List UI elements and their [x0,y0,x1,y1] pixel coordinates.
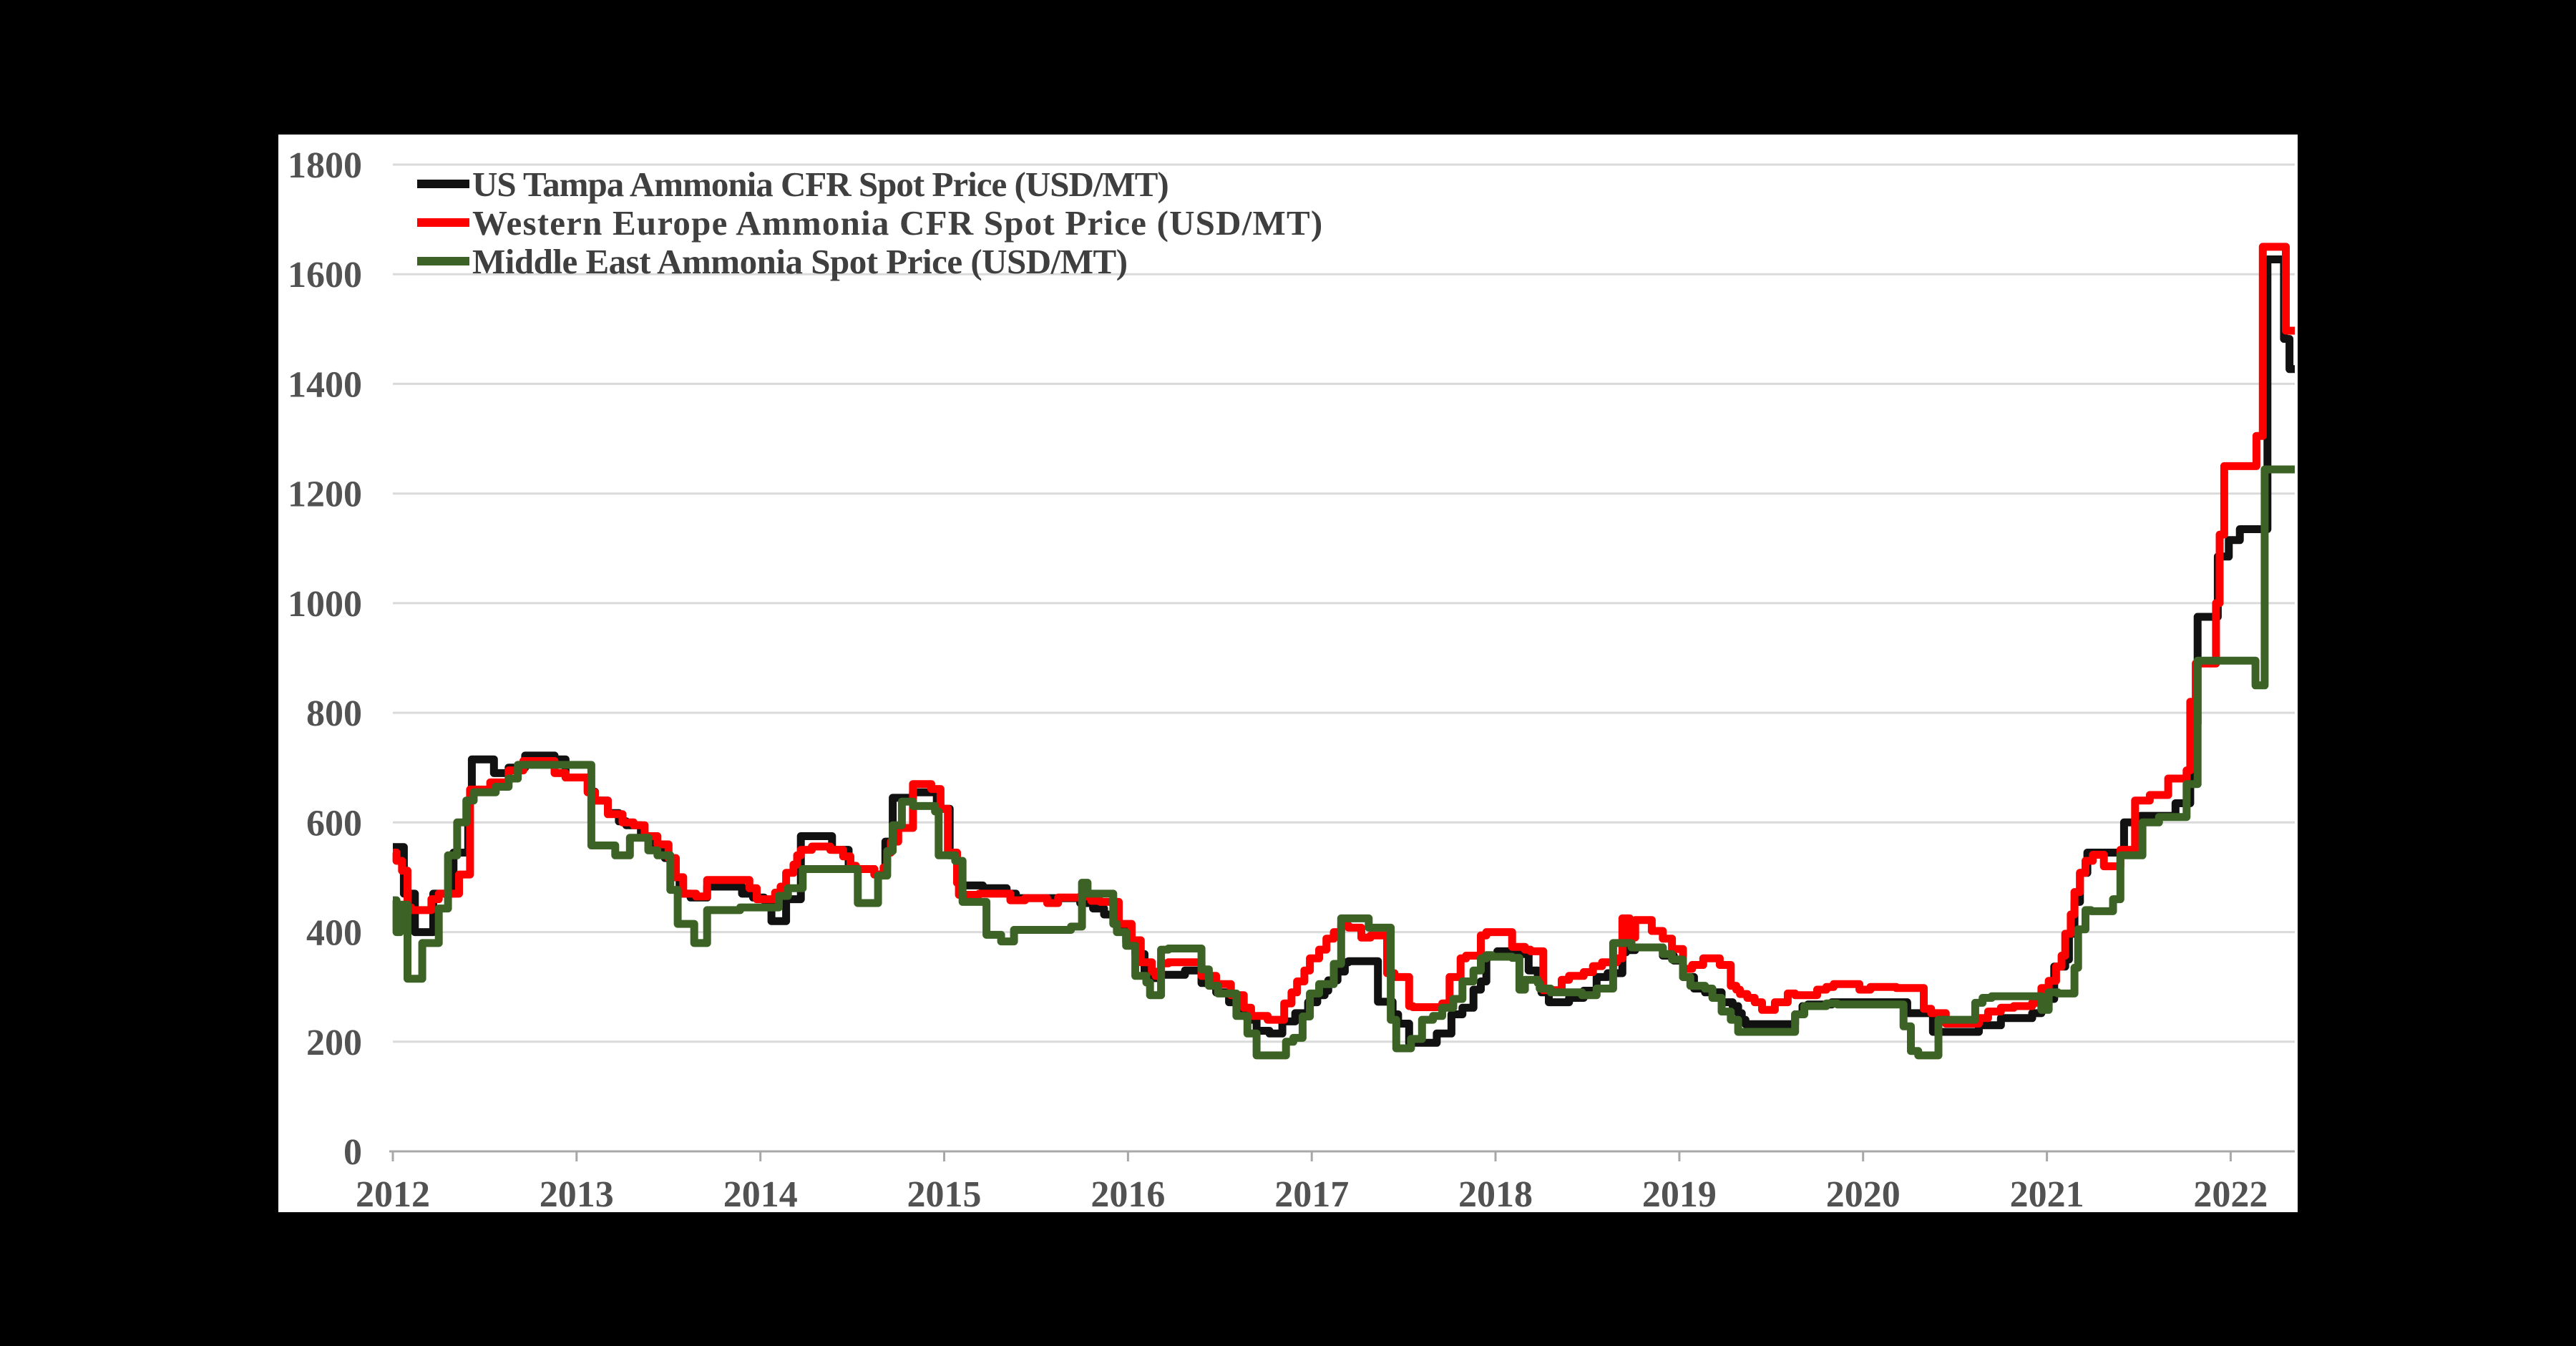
svg-text:2021: 2021 [2010,1174,2084,1215]
svg-text:0: 0 [343,1132,362,1173]
svg-text:600: 600 [306,803,362,844]
svg-text:2019: 2019 [1642,1174,1717,1215]
svg-text:2022: 2022 [2193,1174,2268,1215]
svg-text:1000: 1000 [288,584,362,625]
svg-text:2020: 2020 [1826,1174,1901,1215]
svg-text:1200: 1200 [288,474,362,515]
svg-text:2015: 2015 [907,1174,982,1215]
svg-text:2017: 2017 [1274,1174,1349,1215]
svg-text:US Tampa Ammonia CFR Spot Pric: US Tampa Ammonia CFR Spot Price (USD/MT) [472,165,1169,204]
svg-text:2012: 2012 [356,1174,430,1215]
svg-text:Middle East Ammonia Spot Price: Middle East Ammonia Spot Price (USD/MT) [472,242,1128,281]
svg-text:1600: 1600 [288,255,362,296]
svg-text:2013: 2013 [540,1174,614,1215]
svg-text:2018: 2018 [1458,1174,1533,1215]
svg-text:1400: 1400 [288,364,362,405]
svg-text:Western Europe Ammonia CFR Spo: Western Europe Ammonia CFR Spot Price (U… [472,203,1323,243]
svg-text:200: 200 [306,1023,362,1063]
svg-text:2014: 2014 [723,1174,798,1215]
svg-text:1800: 1800 [288,145,362,186]
svg-text:400: 400 [306,913,362,954]
svg-text:800: 800 [306,693,362,734]
svg-text:2016: 2016 [1091,1174,1165,1215]
